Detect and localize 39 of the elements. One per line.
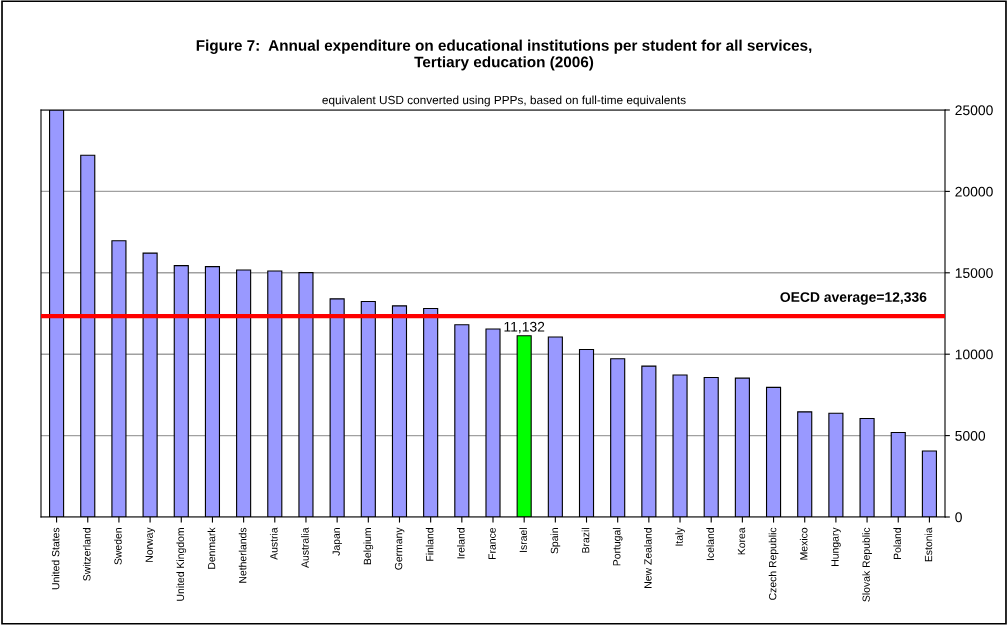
ref-line-label: OECD average=12,336 <box>780 292 927 305</box>
x-tick-label: United States <box>51 527 60 590</box>
x-tick-label: Iceland <box>706 528 714 561</box>
data-label: 11,132 <box>504 321 545 334</box>
x-tick-label: Israel <box>519 528 527 552</box>
x-tick-label: Australia <box>301 527 309 568</box>
y-tick-label: 0 <box>955 512 962 523</box>
x-tick-label: Finland <box>425 528 434 561</box>
x-tick-label: Spain <box>550 528 561 554</box>
y-tick-label: 15000 <box>955 268 993 278</box>
x-tick-label: Estonia <box>924 527 933 562</box>
x-tick-label: Netherlands <box>238 527 247 583</box>
x-tick-label: Czech Republic <box>768 527 779 600</box>
x-tick-label: New Zealand <box>644 528 652 588</box>
x-tick-label: France <box>488 527 496 559</box>
x-tick-label: Switzerland <box>82 528 91 581</box>
x-tick-label: Portugal <box>612 528 623 566</box>
x-tick-label: Mexico <box>799 527 808 560</box>
x-tick-label: Norway <box>145 527 155 562</box>
x-tick-label: Austria <box>269 527 278 560</box>
x-tick-label: Denmark <box>207 527 216 569</box>
y-tick-label: 10000 <box>955 349 993 360</box>
x-tick-label: Poland <box>893 528 902 559</box>
x-tick-label: Germany <box>394 527 405 570</box>
x-tick-label: Korea <box>737 527 746 555</box>
y-tick-label: 25000 <box>955 105 993 116</box>
x-tick-label: Brazil <box>581 528 590 553</box>
x-tick-label: Slovak Republic <box>862 527 872 602</box>
x-tick-label: Hungary <box>831 527 841 566</box>
x-tick-label: Sweden <box>114 528 122 565</box>
y-tick-label: 5000 <box>955 430 986 441</box>
x-tick-label: Japan <box>332 528 342 556</box>
x-tick-label: Italy <box>675 527 685 546</box>
chart-title: Figure 7: Annual expenditure on educational institutions per student for all services, Tertiary education (2006) <box>196 39 812 71</box>
x-tick-label: Belgium <box>363 528 374 565</box>
chart-subtitle: equivalent USD converted using PPPs, based on full-time equivalents <box>322 95 686 107</box>
x-tick-label: United Kingdom <box>176 528 187 601</box>
x-tick-label: Ireland <box>456 528 465 559</box>
y-tick-label: 20000 <box>955 186 993 197</box>
